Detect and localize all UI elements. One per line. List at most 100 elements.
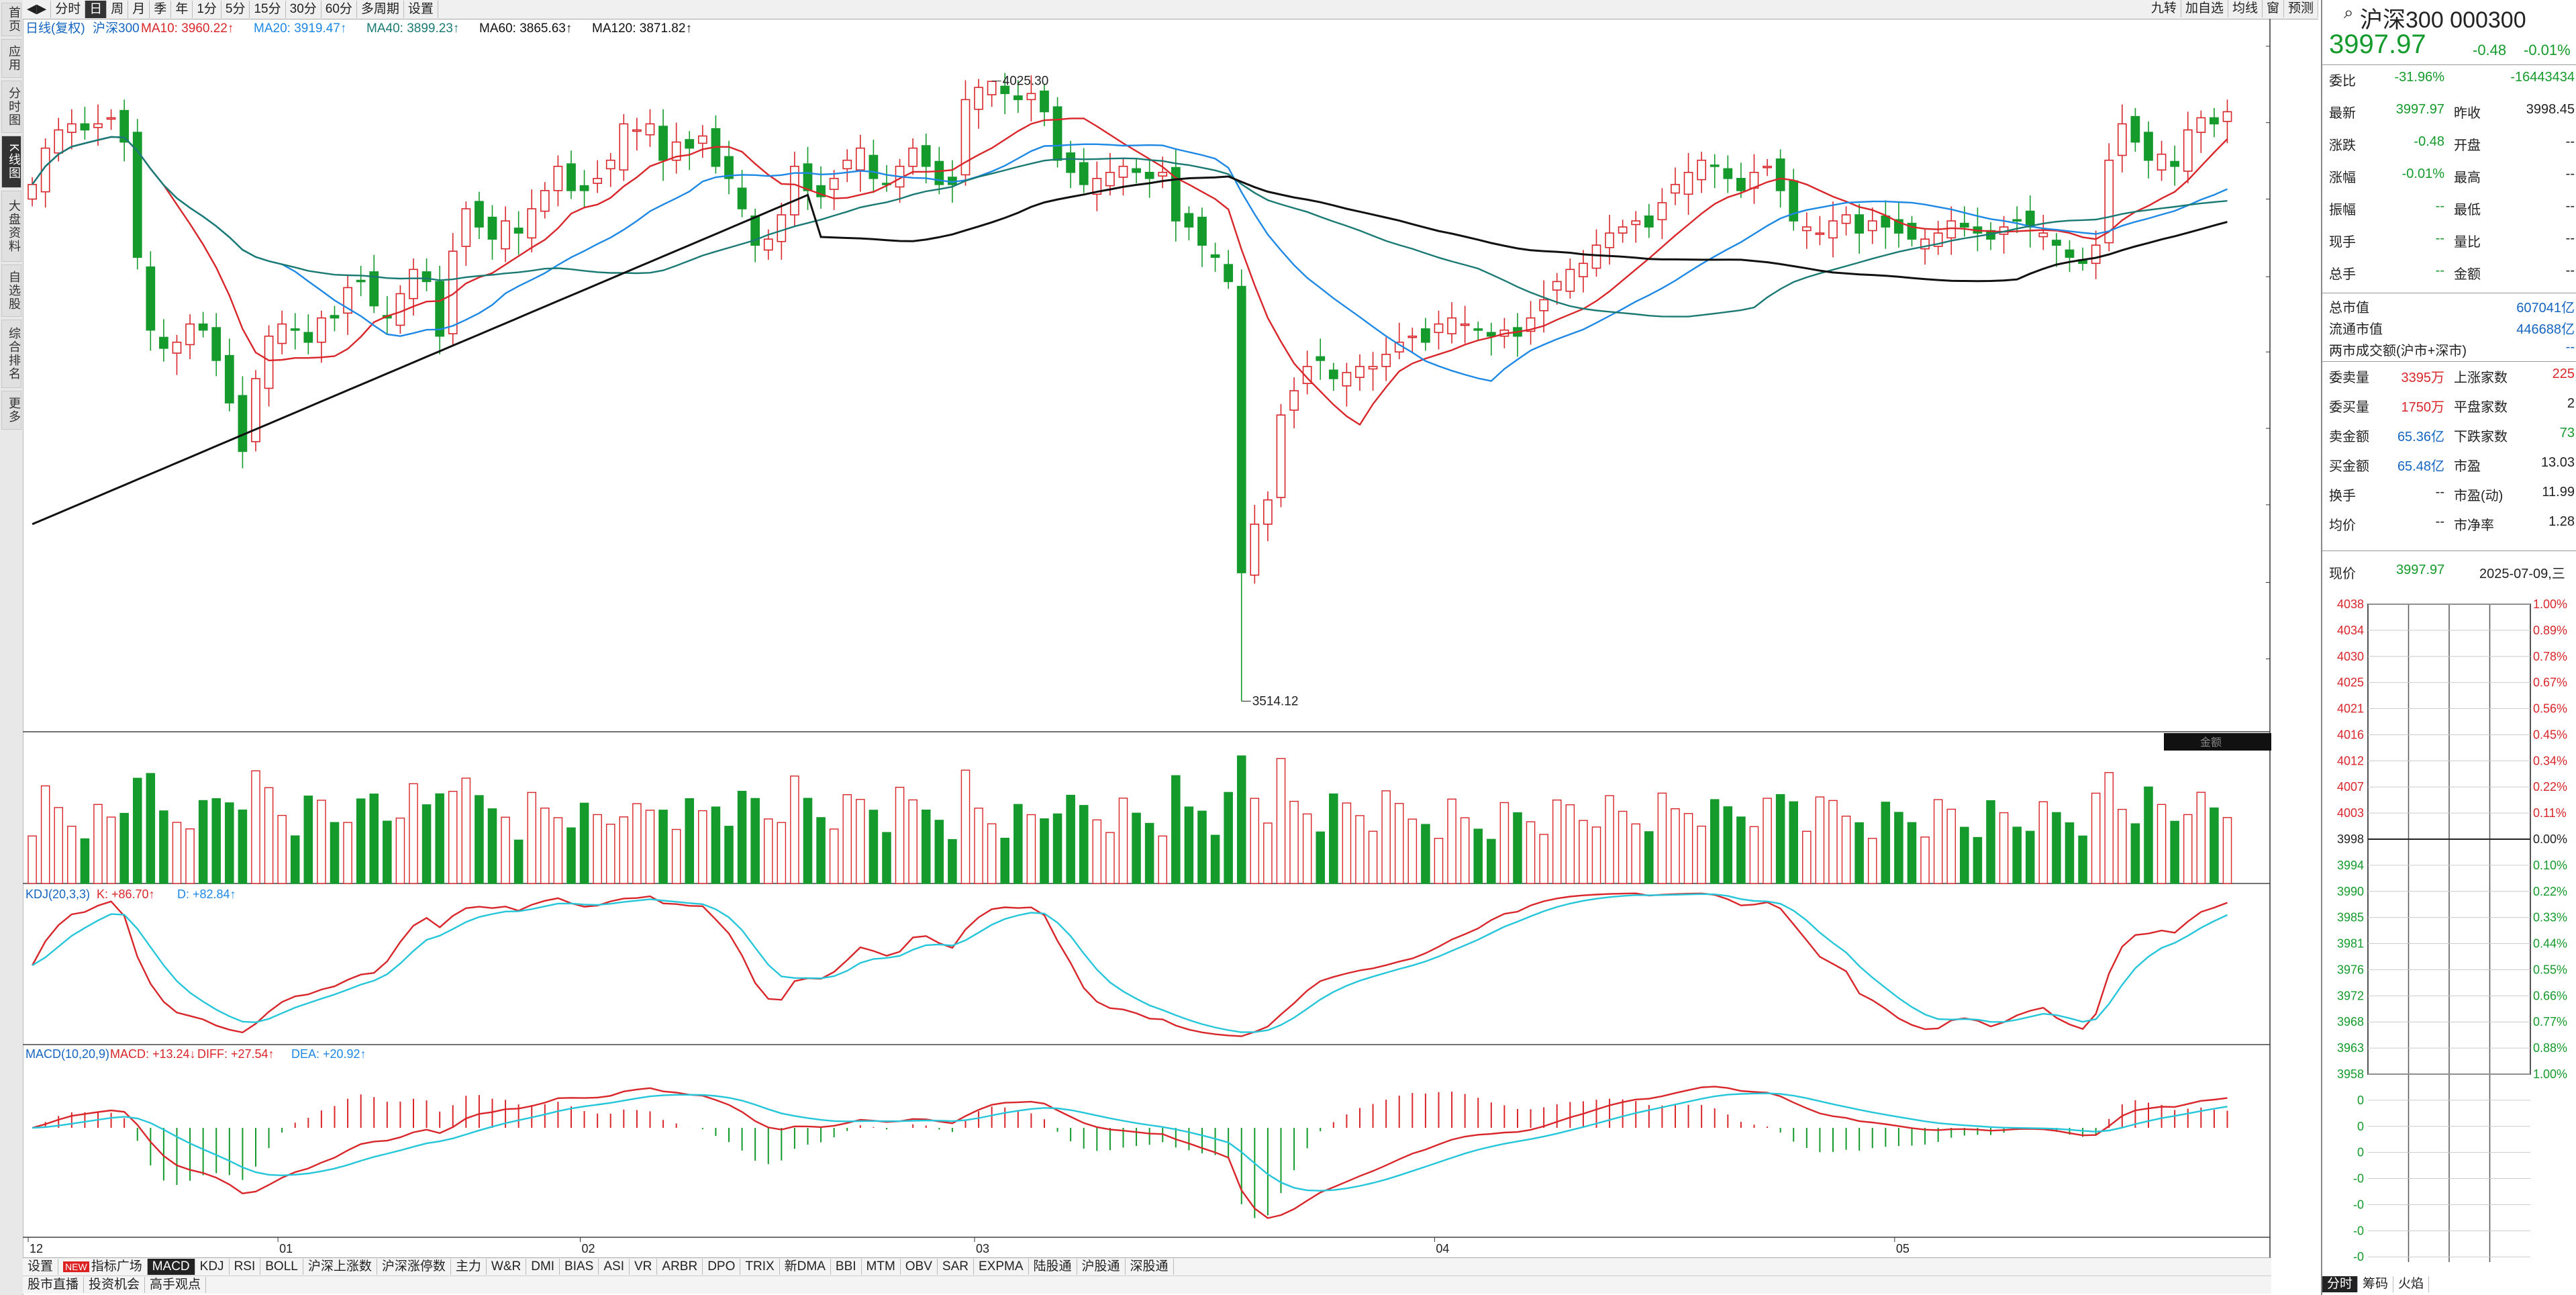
period-tab-6[interactable]: 1分 bbox=[193, 1, 221, 18]
bottom-link-1[interactable]: 投资机会 bbox=[84, 1277, 146, 1293]
indicator-tab-13[interactable]: VR bbox=[630, 1259, 658, 1275]
mini-right-tick: 0.22% bbox=[2533, 885, 2567, 898]
candle-body bbox=[540, 190, 550, 212]
chart-period-label: 日线(复权) bbox=[26, 21, 85, 36]
indicator-tab-19[interactable]: MTM bbox=[862, 1259, 901, 1275]
quote-tab-1[interactable]: 筹码 bbox=[2358, 1276, 2394, 1292]
volume-bar bbox=[1460, 817, 1470, 884]
indicator-tab-12[interactable]: ASI bbox=[599, 1259, 630, 1275]
volume-bar bbox=[1158, 835, 1168, 884]
period-tab-8[interactable]: 15分 bbox=[250, 1, 286, 18]
indicator-tab-25[interactable]: 深股通 bbox=[1126, 1259, 1174, 1275]
period-tab-12[interactable]: 设置 bbox=[404, 1, 438, 18]
volume-bar bbox=[1473, 828, 1483, 884]
candle-body bbox=[2130, 115, 2140, 143]
period-tab-9[interactable]: 30分 bbox=[286, 1, 321, 18]
quote-tab-0[interactable]: 分时 bbox=[2322, 1276, 2359, 1292]
indicator-tab-2[interactable]: MACD bbox=[147, 1259, 195, 1275]
period-tab-4[interactable]: 季 bbox=[150, 1, 172, 18]
volume-bar bbox=[1224, 792, 1233, 884]
period-tab-11[interactable]: 多周期 bbox=[357, 1, 404, 18]
search-icon[interactable]: ⌕ bbox=[2344, 2, 2354, 22]
candle-body bbox=[579, 185, 589, 191]
quote-row-label: 最新 bbox=[2329, 106, 2356, 121]
toolbar-right-0[interactable]: 九转 bbox=[2147, 0, 2181, 17]
indicator-tab-20[interactable]: OBV bbox=[901, 1259, 938, 1275]
intraday-mini-chart[interactable]: 4038 4034 4030 4025 4021 4016 4012 4007 4003 3998… bbox=[2322, 591, 2576, 1276]
volume-bar bbox=[1907, 822, 1917, 884]
sidebar-tab-3[interactable]: K线图 bbox=[1, 136, 21, 188]
indicator-tab-18[interactable]: BBI bbox=[831, 1259, 862, 1275]
x-tick: 02 bbox=[582, 1242, 595, 1255]
indicator-tab-11[interactable]: BIAS bbox=[560, 1259, 599, 1275]
indicator-tab-24[interactable]: 沪股通 bbox=[1077, 1259, 1126, 1275]
indicator-tab-17[interactable]: 新DMA bbox=[780, 1259, 831, 1275]
mini-left-tick: 3968 bbox=[2337, 1015, 2364, 1028]
volume-bar bbox=[829, 828, 839, 884]
toolbar-right-3[interactable]: 窗 bbox=[2263, 0, 2284, 17]
indicator-tab-23[interactable]: 陆股通 bbox=[1029, 1259, 1077, 1275]
candle-body bbox=[1368, 366, 1378, 370]
volume-panel-label[interactable] bbox=[2164, 733, 2271, 751]
quote-row: 现手 -- 量比 -- bbox=[2329, 231, 2575, 262]
quote-row-label: 涨幅 bbox=[2329, 171, 2356, 185]
candle-body bbox=[2144, 132, 2153, 161]
indicator-tab-22[interactable]: EXPMA bbox=[974, 1259, 1029, 1275]
candle-body bbox=[1946, 220, 1956, 239]
candle-body bbox=[1801, 226, 1812, 232]
toolbar-right-1[interactable]: 加自选 bbox=[2181, 0, 2228, 17]
sidebar-tab-2[interactable]: 分时图 bbox=[1, 81, 21, 133]
indicator-tab-7[interactable]: 沪深涨停数 bbox=[377, 1259, 451, 1275]
indicator-tab-10[interactable]: DMI bbox=[526, 1259, 560, 1275]
sidebar-tab-0[interactable]: 首页 bbox=[1, 3, 21, 36]
indicator-tab-16[interactable]: TRIX bbox=[740, 1259, 780, 1275]
period-tab-1[interactable]: 日 bbox=[85, 1, 107, 18]
indicator-tab-1[interactable]: NEW 指标广场 bbox=[58, 1259, 148, 1275]
candles bbox=[28, 73, 2232, 702]
mini-left-tick: 4025 bbox=[2337, 676, 2364, 689]
indicator-tab-9[interactable]: W&R bbox=[487, 1259, 527, 1275]
sidebar-tab-4[interactable]: 大盘资料 bbox=[1, 191, 21, 262]
candle-body bbox=[40, 147, 50, 193]
sidebar-tab-1[interactable]: 应用 bbox=[1, 39, 21, 78]
bottom-link-0[interactable]: 股市直播 bbox=[23, 1277, 85, 1293]
period-tab-7[interactable]: 5分 bbox=[221, 1, 250, 18]
volume-bar bbox=[803, 798, 813, 884]
indicator-tab-8[interactable]: 主力 bbox=[451, 1259, 487, 1275]
period-tab-0[interactable]: 分时 bbox=[51, 1, 86, 18]
indicator-tab-5[interactable]: BOLL bbox=[260, 1259, 303, 1275]
volume-bar bbox=[1920, 836, 1930, 884]
indicator-tab-label: MACD bbox=[152, 1259, 190, 1274]
left-sidebar: 首页 应用分时图 K线图大盘资料自选股综合排名更多 bbox=[0, 0, 23, 1295]
indicator-tab-15[interactable]: DPO bbox=[703, 1259, 741, 1275]
bottom-link-2[interactable]: 高手观点 bbox=[145, 1277, 207, 1293]
candlestick-chart[interactable]: 日线(复权) 沪深300 MA10: 3960.22↑ MA20: 3919.47↑ M… bbox=[23, 19, 2271, 1257]
period-tab-5[interactable]: 年 bbox=[171, 1, 193, 18]
quote-row-value-2: 3998.45 bbox=[2526, 102, 2575, 117]
period-tab-3[interactable]: 月 bbox=[128, 1, 150, 18]
period-tab-2[interactable]: 周 bbox=[107, 1, 129, 18]
period-tab-10[interactable]: 60分 bbox=[321, 1, 357, 18]
indicator-tab-6[interactable]: 沪深上涨数 bbox=[303, 1259, 377, 1275]
candle-body bbox=[803, 163, 813, 191]
sidebar-tab-6[interactable]: 综合排名 bbox=[1, 320, 21, 388]
indicator-tab-14[interactable]: ARBR bbox=[657, 1259, 703, 1275]
volume-bar bbox=[1289, 800, 1299, 884]
indicator-tab-4[interactable]: RSI bbox=[230, 1259, 261, 1275]
macd-bars bbox=[44, 1092, 2228, 1218]
x-tick: 04 bbox=[1436, 1242, 1449, 1255]
nav-arrows-icon[interactable]: ◀▶ bbox=[23, 1, 52, 18]
candle-body bbox=[475, 201, 484, 228]
sidebar-tab-5[interactable]: 自选股 bbox=[1, 265, 21, 317]
volume-bar bbox=[1394, 803, 1404, 884]
indicator-tab-21[interactable]: SAR bbox=[938, 1259, 974, 1275]
toolbar-right-2[interactable]: 均线 bbox=[2228, 0, 2263, 17]
volume-bar bbox=[1591, 826, 1601, 884]
indicator-tab-0[interactable]: 设置 bbox=[23, 1259, 59, 1275]
quote-tab-2[interactable]: 火焰 bbox=[2393, 1276, 2430, 1292]
toolbar-right-4[interactable]: 预测 bbox=[2284, 0, 2318, 17]
volume-bar bbox=[159, 810, 168, 884]
indicator-tab-3[interactable]: KDJ bbox=[195, 1259, 230, 1275]
kdj-k: K: +86.70↑ bbox=[97, 888, 155, 901]
sidebar-tab-7[interactable]: 更多 bbox=[1, 391, 21, 430]
